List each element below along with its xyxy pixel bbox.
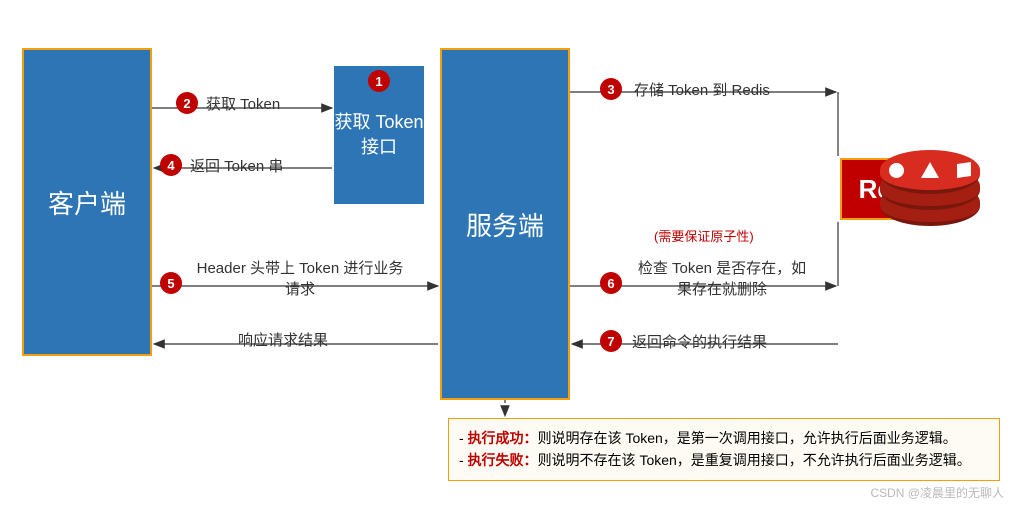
label-return-result: 返回命令的执行结果 — [632, 332, 767, 353]
result-note-box: - 执行成功：则说明存在该 Token，是第一次调用接口，允许执行后面业务逻辑。… — [448, 418, 1000, 481]
node-server: 服务端 — [440, 48, 570, 400]
badge-1: 1 — [368, 70, 390, 92]
label-return-token: 返回 Token 串 — [190, 156, 283, 177]
note-fail-title: 执行失败： — [468, 452, 538, 468]
note-fail-text: 则说明不存在该 Token，是重复调用接口，不允许执行后面业务逻辑。 — [538, 452, 971, 468]
watermark: CSDN @凌晨里的无聊人 — [870, 484, 1004, 501]
badge-4: 4 — [160, 154, 182, 176]
label-store-redis: 存储 Token 到 Redis — [634, 80, 770, 101]
note-fail-row: - 执行失败：则说明不存在该 Token，是重复调用接口，不允许执行后面业务逻辑… — [459, 449, 989, 471]
redis-icon — [880, 138, 980, 238]
client-label: 客户端 — [48, 184, 126, 221]
note-success-title: 执行成功： — [468, 430, 538, 446]
note-success-text: 则说明存在该 Token，是第一次调用接口，允许执行后面业务逻辑。 — [538, 430, 957, 446]
badge-7: 7 — [600, 330, 622, 352]
badge-6: 6 — [600, 272, 622, 294]
label-atomic-note: (需要保证原子性) — [654, 228, 754, 246]
label-check-token: 检查 Token 是否存在，如果存在就删除 — [632, 258, 812, 300]
label-get-token: 获取 Token — [206, 94, 280, 115]
label-response: 响应请求结果 — [238, 330, 328, 351]
badge-2: 2 — [176, 92, 198, 114]
token-api-label: 获取 Token 接口 — [334, 110, 424, 160]
badge-5: 5 — [160, 272, 182, 294]
node-client: 客户端 — [22, 48, 152, 356]
note-success-row: - 执行成功：则说明存在该 Token，是第一次调用接口，允许执行后面业务逻辑。 — [459, 427, 989, 449]
badge-3: 3 — [600, 78, 622, 100]
label-biz-request: Header 头带上 Token 进行业务请求 — [190, 258, 410, 300]
server-label: 服务端 — [466, 206, 544, 243]
